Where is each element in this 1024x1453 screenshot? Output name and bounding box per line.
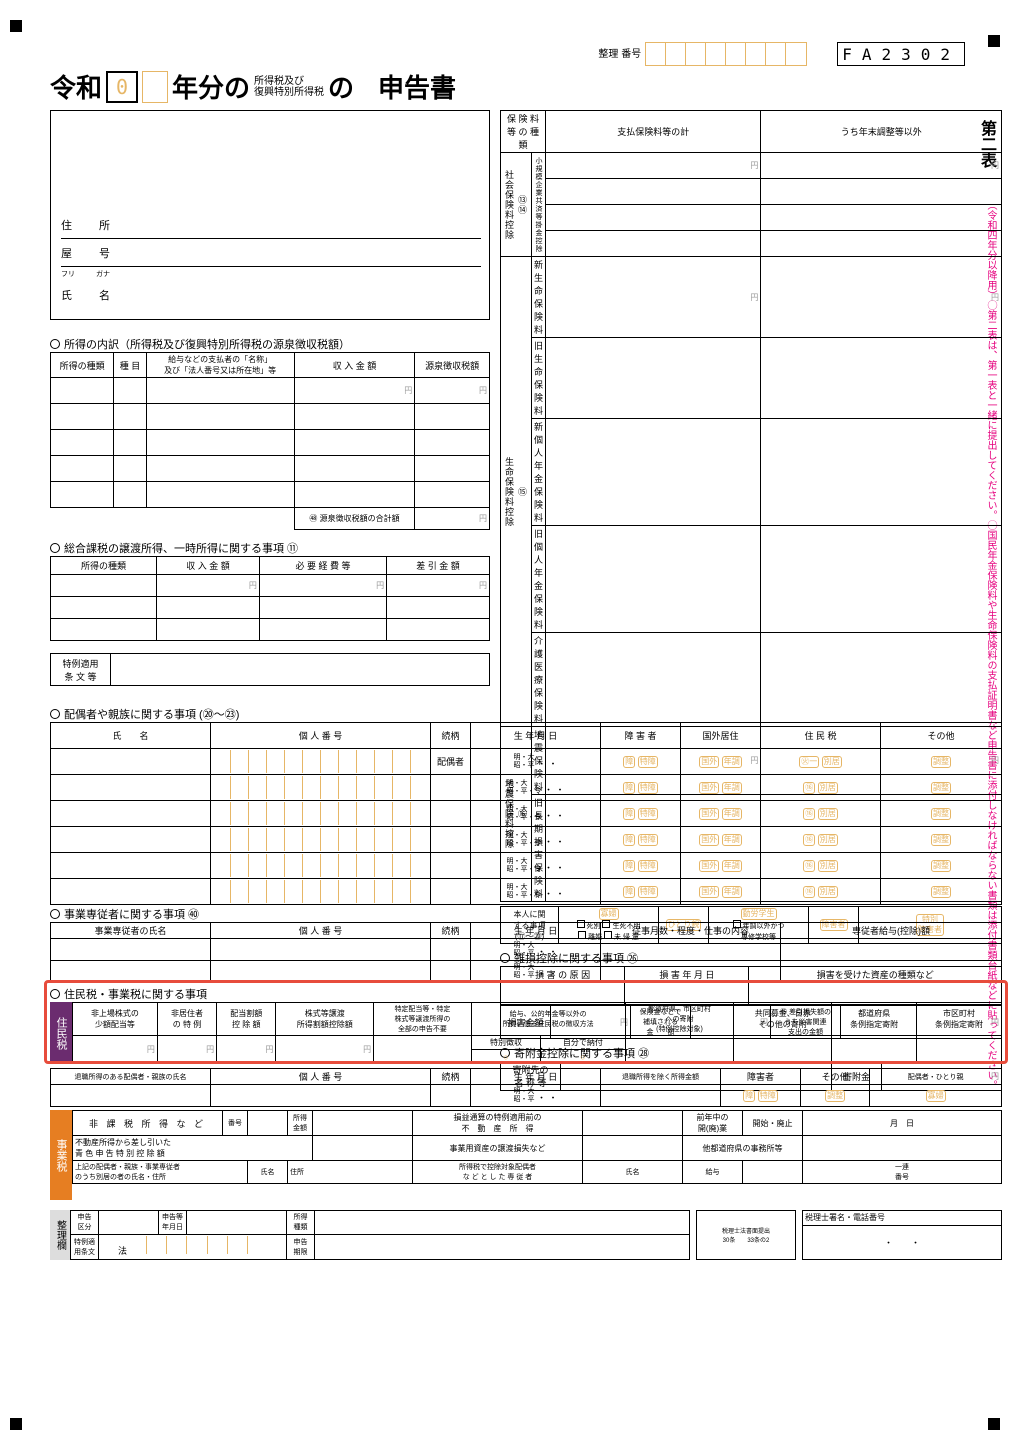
- worker-table[interactable]: 事業専従者の氏名個 人 番 号続柄生 年 月 日従事月数・程度・仕事の内容専従者…: [50, 922, 1002, 983]
- era-label: 令和: [50, 68, 102, 105]
- business-tax-section: 事業税 非 課 税 所 得 な ど番号所得 金額 損益通算の特例適用前の 不 動…: [50, 1110, 1002, 1200]
- family-section: 配偶者や親族に関する事項 (⑳～㉓) 氏 名 個 人 番 号 続柄 生 年 月 …: [50, 700, 1002, 905]
- worker-title: 事業専従者に関する事項 ㊵: [64, 906, 199, 922]
- income-detail-table[interactable]: 所得の種類種 目給与などの支払者の「名称」 及び「法人番号又は所在地」等収 入 …: [50, 352, 490, 530]
- tax-type: 所得税及び 復興特別所得税: [254, 76, 324, 98]
- year-suffix: 年分の: [172, 68, 250, 105]
- admin-bar: 整理欄: [50, 1210, 70, 1260]
- special-provision[interactable]: 特例適用 条 文 等: [50, 653, 490, 686]
- year-box-2[interactable]: [142, 71, 168, 103]
- corner-mark: [988, 1418, 1000, 1430]
- year-box[interactable]: 0: [106, 71, 138, 103]
- furigana-label: フリ: [61, 269, 96, 279]
- stamp-table[interactable]: 税理士法書面提出 30条 33条の2: [696, 1210, 796, 1260]
- address-block: 住 所 屋 号 フリガナ 氏 名: [50, 110, 490, 320]
- tax-form-page: 整理 番号 FA2302 令和 0 年分の 所得税及び 復興特別所得税 の 申告…: [30, 20, 990, 1430]
- family-title: 配偶者や親族に関する事項 (⑳～㉓): [64, 706, 239, 722]
- address-label: 住 所: [61, 217, 131, 233]
- shop-name-label: 屋 号: [61, 245, 131, 261]
- business-tax-table[interactable]: 非 課 税 所 得 な ど番号所得 金額 損益通算の特例適用前の 不 動 産 所…: [72, 1110, 1002, 1184]
- business-tax-bar: 事業税: [50, 1110, 72, 1200]
- corner-mark: [988, 35, 1000, 47]
- transfer-header: 総合課税の譲渡所得、一時所得に関する事項 ⑪: [50, 540, 490, 556]
- ref-label: 整理 番号: [598, 49, 641, 60]
- form-name: 申告書: [378, 68, 456, 105]
- family-table[interactable]: 氏 名 個 人 番 号 続柄 生 年 月 日 障 害 者 国外居住 住 民 税 …: [50, 722, 1002, 905]
- corner-mark: [10, 20, 22, 32]
- gana-label: ガナ: [96, 269, 110, 279]
- admin-table[interactable]: 申告 区分申告等 年月日所得 種類 特例適 用条文法申告 期限: [70, 1210, 690, 1260]
- reference-number: 整理 番号: [598, 42, 807, 66]
- footer-section: 整理欄 申告 区分申告等 年月日所得 種類 特例適 用条文法申告 期限 税理士法…: [50, 1210, 1002, 1260]
- retirement-section: 退職所得のある配偶者・親族の氏名個 人 番 号続柄生 年 月 日退職所得を除く所…: [50, 1068, 1002, 1107]
- worker-section: 事業専従者に関する事項 ㊵ 事業専従者の氏名個 人 番 号続柄生 年 月 日従事…: [50, 900, 1002, 983]
- form-id: FA2302: [837, 42, 965, 66]
- retirement-table[interactable]: 退職所得のある配偶者・親族の氏名個 人 番 号続柄生 年 月 日退職所得を除く所…: [50, 1068, 1002, 1107]
- tax-accountant[interactable]: 税理士署名・電話番号 ・ ・: [802, 1210, 1002, 1260]
- no-char: の: [328, 68, 354, 105]
- left-column: 所得の内訳（所得税及び復興特別所得税の源泉徴収税額） 所得の種類種 目給与などの…: [50, 330, 490, 686]
- form-title: 令和 0 年分の 所得税及び 復興特別所得税 の 申告書: [50, 68, 456, 105]
- name-label: 氏 名: [61, 287, 131, 303]
- income-detail-header: 所得の内訳（所得税及び復興特別所得税の源泉徴収税額）: [50, 336, 490, 352]
- corner-mark: [10, 1418, 22, 1430]
- transfer-table[interactable]: 所得の種類収 入 金 額必 要 経 費 等差 引 金 額 円円円: [50, 556, 490, 641]
- ref-boxes[interactable]: [645, 42, 807, 66]
- highlight-box: [44, 980, 1008, 1064]
